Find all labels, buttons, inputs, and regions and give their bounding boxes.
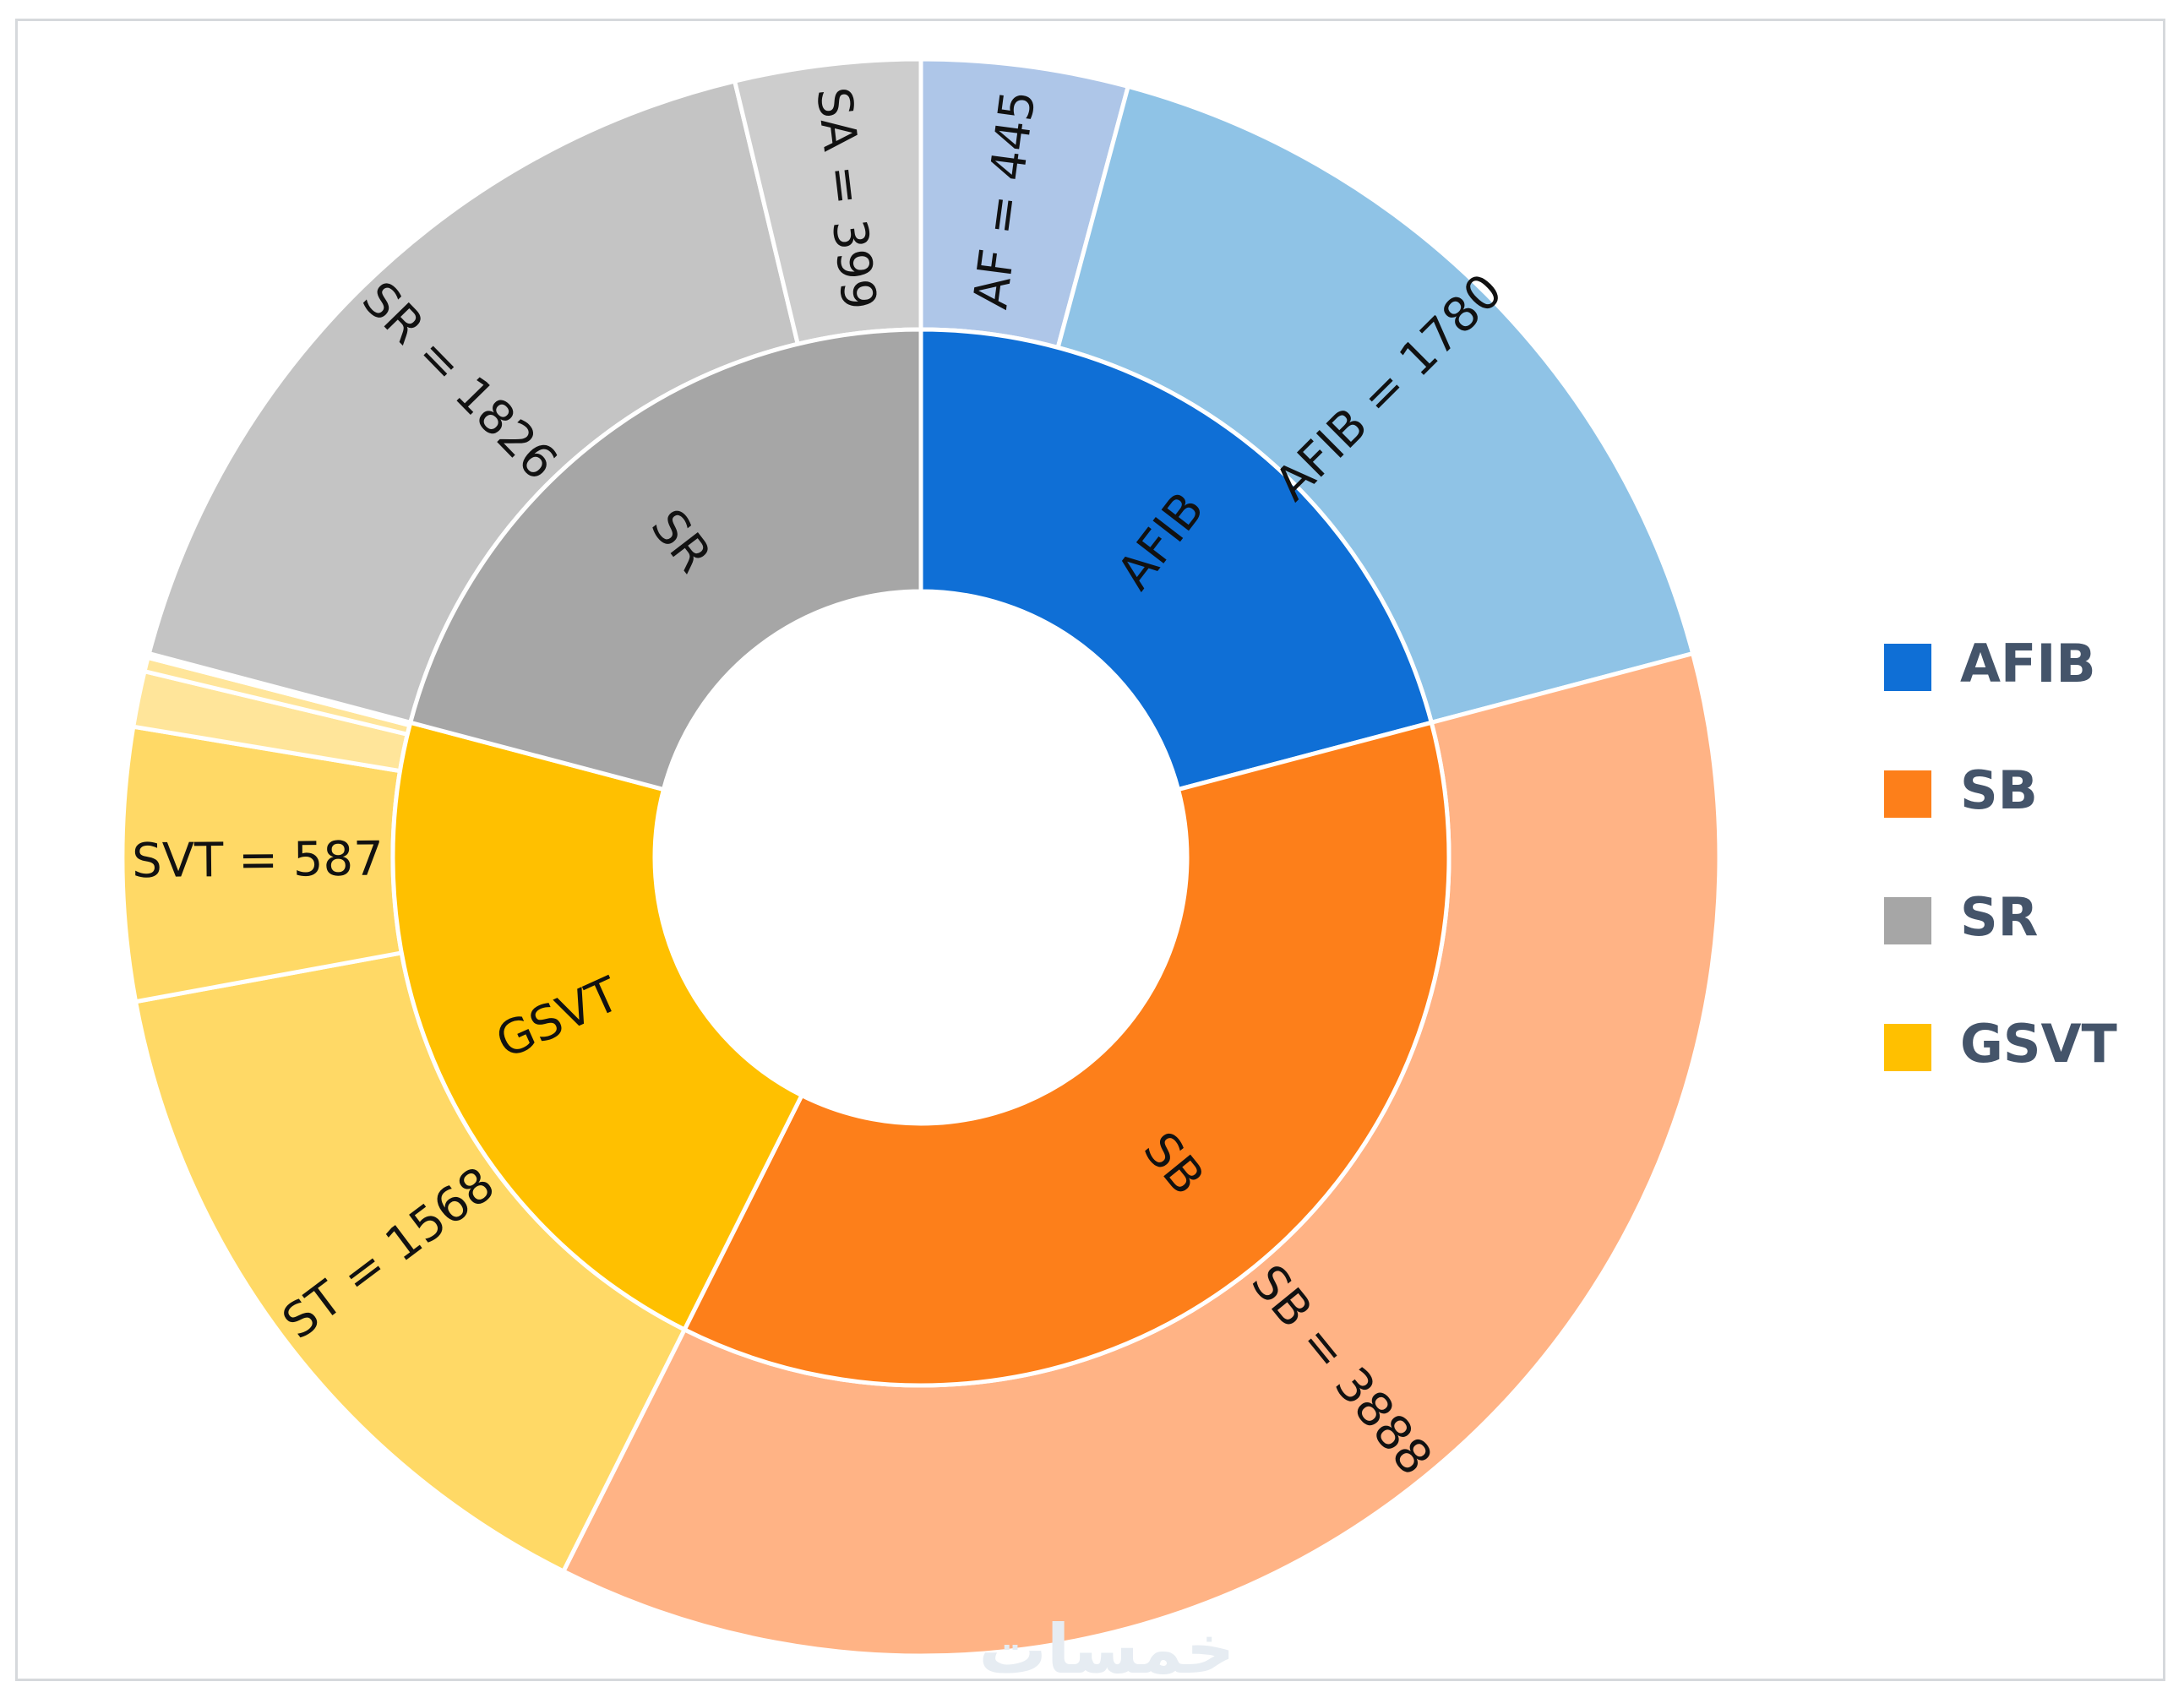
legend-swatch-gsvt	[1884, 1024, 1931, 1071]
legend: AFIB SB SR GSVT	[1884, 633, 2117, 1075]
inner-slice-sr	[407, 327, 923, 792]
legend-label-sb: SB	[1960, 759, 2038, 821]
inner-slice-sb	[681, 720, 1451, 1388]
outer-label-gsvt-svt: SVT = 587	[132, 832, 384, 890]
inner-ring	[390, 327, 1451, 1388]
watermark-text: خمسات	[978, 1610, 1234, 1689]
inner-slice-gsvt	[390, 720, 805, 1333]
legend-swatch-afib	[1884, 644, 1931, 691]
inner-slice-afib	[918, 327, 1435, 792]
legend-label-sr: SR	[1960, 886, 2038, 948]
legend-swatch-sb	[1884, 770, 1931, 818]
legend-label-gsvt: GSVT	[1960, 1013, 2117, 1075]
legend-label-afib: AFIB	[1960, 633, 2096, 694]
legend-swatch-sr	[1884, 897, 1931, 944]
